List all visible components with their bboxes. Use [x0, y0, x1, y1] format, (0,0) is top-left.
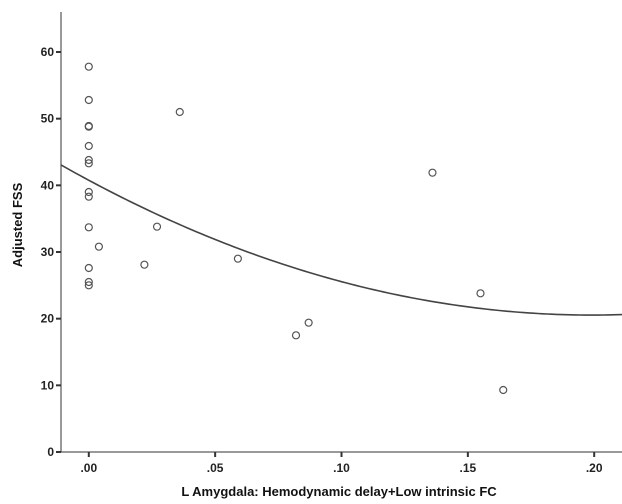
- data-point: [84, 155, 93, 165]
- data-point: [84, 277, 93, 287]
- data-points: [84, 62, 508, 395]
- data-point: [304, 318, 313, 327]
- data-point: [233, 254, 242, 263]
- data-point: [84, 281, 93, 290]
- fit-curve: [60, 164, 622, 316]
- data-point: [94, 242, 104, 251]
- data-point: [291, 331, 301, 340]
- y-tick-label: 10: [41, 378, 55, 392]
- y-tick-label: 40: [41, 178, 55, 192]
- x-tick-label: .10: [333, 461, 350, 475]
- x-tick-label: .15: [460, 461, 477, 475]
- y-tick-label: 60: [41, 45, 55, 59]
- data-point: [428, 168, 437, 177]
- data-point: [140, 260, 149, 269]
- x-axis-label: L Amygdala: Hemodynamic delay+Low intrin…: [181, 484, 497, 499]
- data-point: [499, 385, 508, 395]
- data-point: [84, 187, 93, 197]
- data-point: [152, 222, 162, 231]
- fit-curve-group: [60, 164, 622, 316]
- data-point: [84, 95, 93, 105]
- data-point: [175, 107, 184, 117]
- y-tick-label: 30: [41, 245, 55, 259]
- data-point: [84, 223, 93, 232]
- y-tick-label: 0: [47, 445, 54, 459]
- x-tick-label: .20: [586, 461, 603, 475]
- data-point: [84, 122, 93, 131]
- y-tick-label: 20: [41, 312, 55, 326]
- data-point: [84, 263, 93, 273]
- y-axis-label: Adjusted FSS: [10, 182, 25, 267]
- data-point: [476, 289, 485, 298]
- data-point: [84, 159, 93, 168]
- x-tick-label: .05: [207, 461, 224, 475]
- data-point: [84, 62, 93, 71]
- axes: 0 10 20 30 40 50 60 .00 .05 .10 .15 .20: [41, 12, 622, 475]
- data-point: [84, 192, 93, 201]
- data-point: [84, 141, 93, 151]
- y-tick-label: 50: [41, 112, 55, 126]
- x-tick-label: .00: [80, 461, 97, 475]
